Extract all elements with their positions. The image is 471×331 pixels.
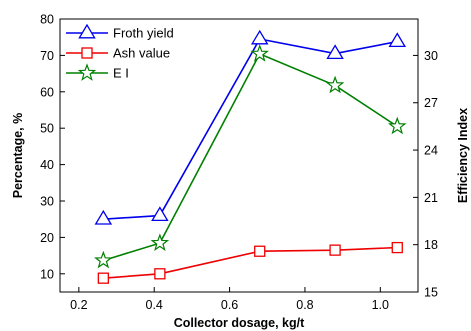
data-point-triangle-marker — [250, 29, 269, 45]
right-y-axis-title: Efficiency Index — [456, 108, 470, 203]
right-y-axis: 15 18 21 24 27 30 — [413, 49, 438, 300]
series-line — [103, 52, 398, 262]
plot-frame — [59, 18, 419, 293]
data-point-star-marker — [388, 116, 407, 135]
legend-item: Ash value — [66, 46, 170, 61]
right-y-tick-label: 24 — [424, 144, 438, 158]
x-axis: 0.2 0.4 0.6 0.8 1.0 — [70, 287, 389, 312]
x-tick-label: 0.8 — [296, 298, 313, 312]
x-tick-label: 1.0 — [372, 298, 389, 312]
series-line — [103, 246, 398, 279]
x-tick-label: 0.6 — [221, 298, 238, 312]
legend-square-marker — [81, 47, 93, 59]
series-0 — [94, 29, 407, 225]
data-point-square-marker — [97, 272, 109, 284]
legend-label: E I — [113, 66, 129, 81]
left-y-axis-title: Percentage, % — [11, 113, 25, 198]
series-line — [103, 38, 398, 220]
right-y-tick-label: 21 — [424, 191, 438, 205]
data-point-star-marker — [150, 233, 170, 251]
legend-item: Froth yield — [66, 23, 174, 41]
left-y-tick-label: 30 — [40, 195, 54, 209]
data-point-star-marker — [250, 44, 269, 62]
right-y-tick-label: 15 — [424, 286, 438, 300]
right-y-tick-label: 18 — [424, 238, 438, 252]
data-point-triangle-marker — [326, 44, 344, 60]
legend-label: Ash value — [113, 46, 170, 61]
legend-star-marker — [77, 63, 97, 81]
x-axis-title: Collector dosage, kg/t — [174, 316, 305, 330]
left-y-tick-label: 20 — [40, 231, 54, 245]
series-2 — [94, 44, 407, 269]
data-point-square-marker — [329, 244, 341, 256]
right-y-tick-label: 27 — [424, 96, 438, 110]
left-y-tick-label: 70 — [40, 49, 54, 63]
series-layer — [94, 29, 407, 284]
left-y-tick-label: 80 — [40, 13, 54, 27]
data-point-star-marker — [325, 75, 345, 94]
data-point-square-marker — [254, 245, 266, 257]
data-point-triangle-marker — [151, 206, 169, 222]
left-y-axis: 10 20 30 40 50 60 70 80 — [40, 13, 65, 281]
data-point-triangle-marker — [94, 209, 113, 225]
data-point-star-marker — [94, 250, 113, 269]
series-1 — [97, 241, 403, 284]
x-tick-label: 0.2 — [70, 298, 87, 312]
x-tick-label: 0.4 — [146, 298, 163, 312]
legend-item: E I — [66, 63, 129, 81]
left-y-tick-label: 60 — [40, 85, 54, 99]
data-point-square-marker — [391, 241, 403, 254]
left-y-tick-label: 40 — [40, 158, 54, 172]
left-y-tick-label: 10 — [40, 267, 54, 281]
legend-label: Froth yield — [113, 26, 174, 41]
right-y-tick-label: 30 — [424, 49, 438, 63]
legend: Froth yield Ash value E I — [66, 23, 174, 81]
left-y-tick-label: 50 — [40, 122, 54, 136]
data-point-square-marker — [154, 268, 166, 280]
data-point-triangle-marker — [388, 32, 407, 48]
legend-triangle-marker — [78, 23, 96, 39]
